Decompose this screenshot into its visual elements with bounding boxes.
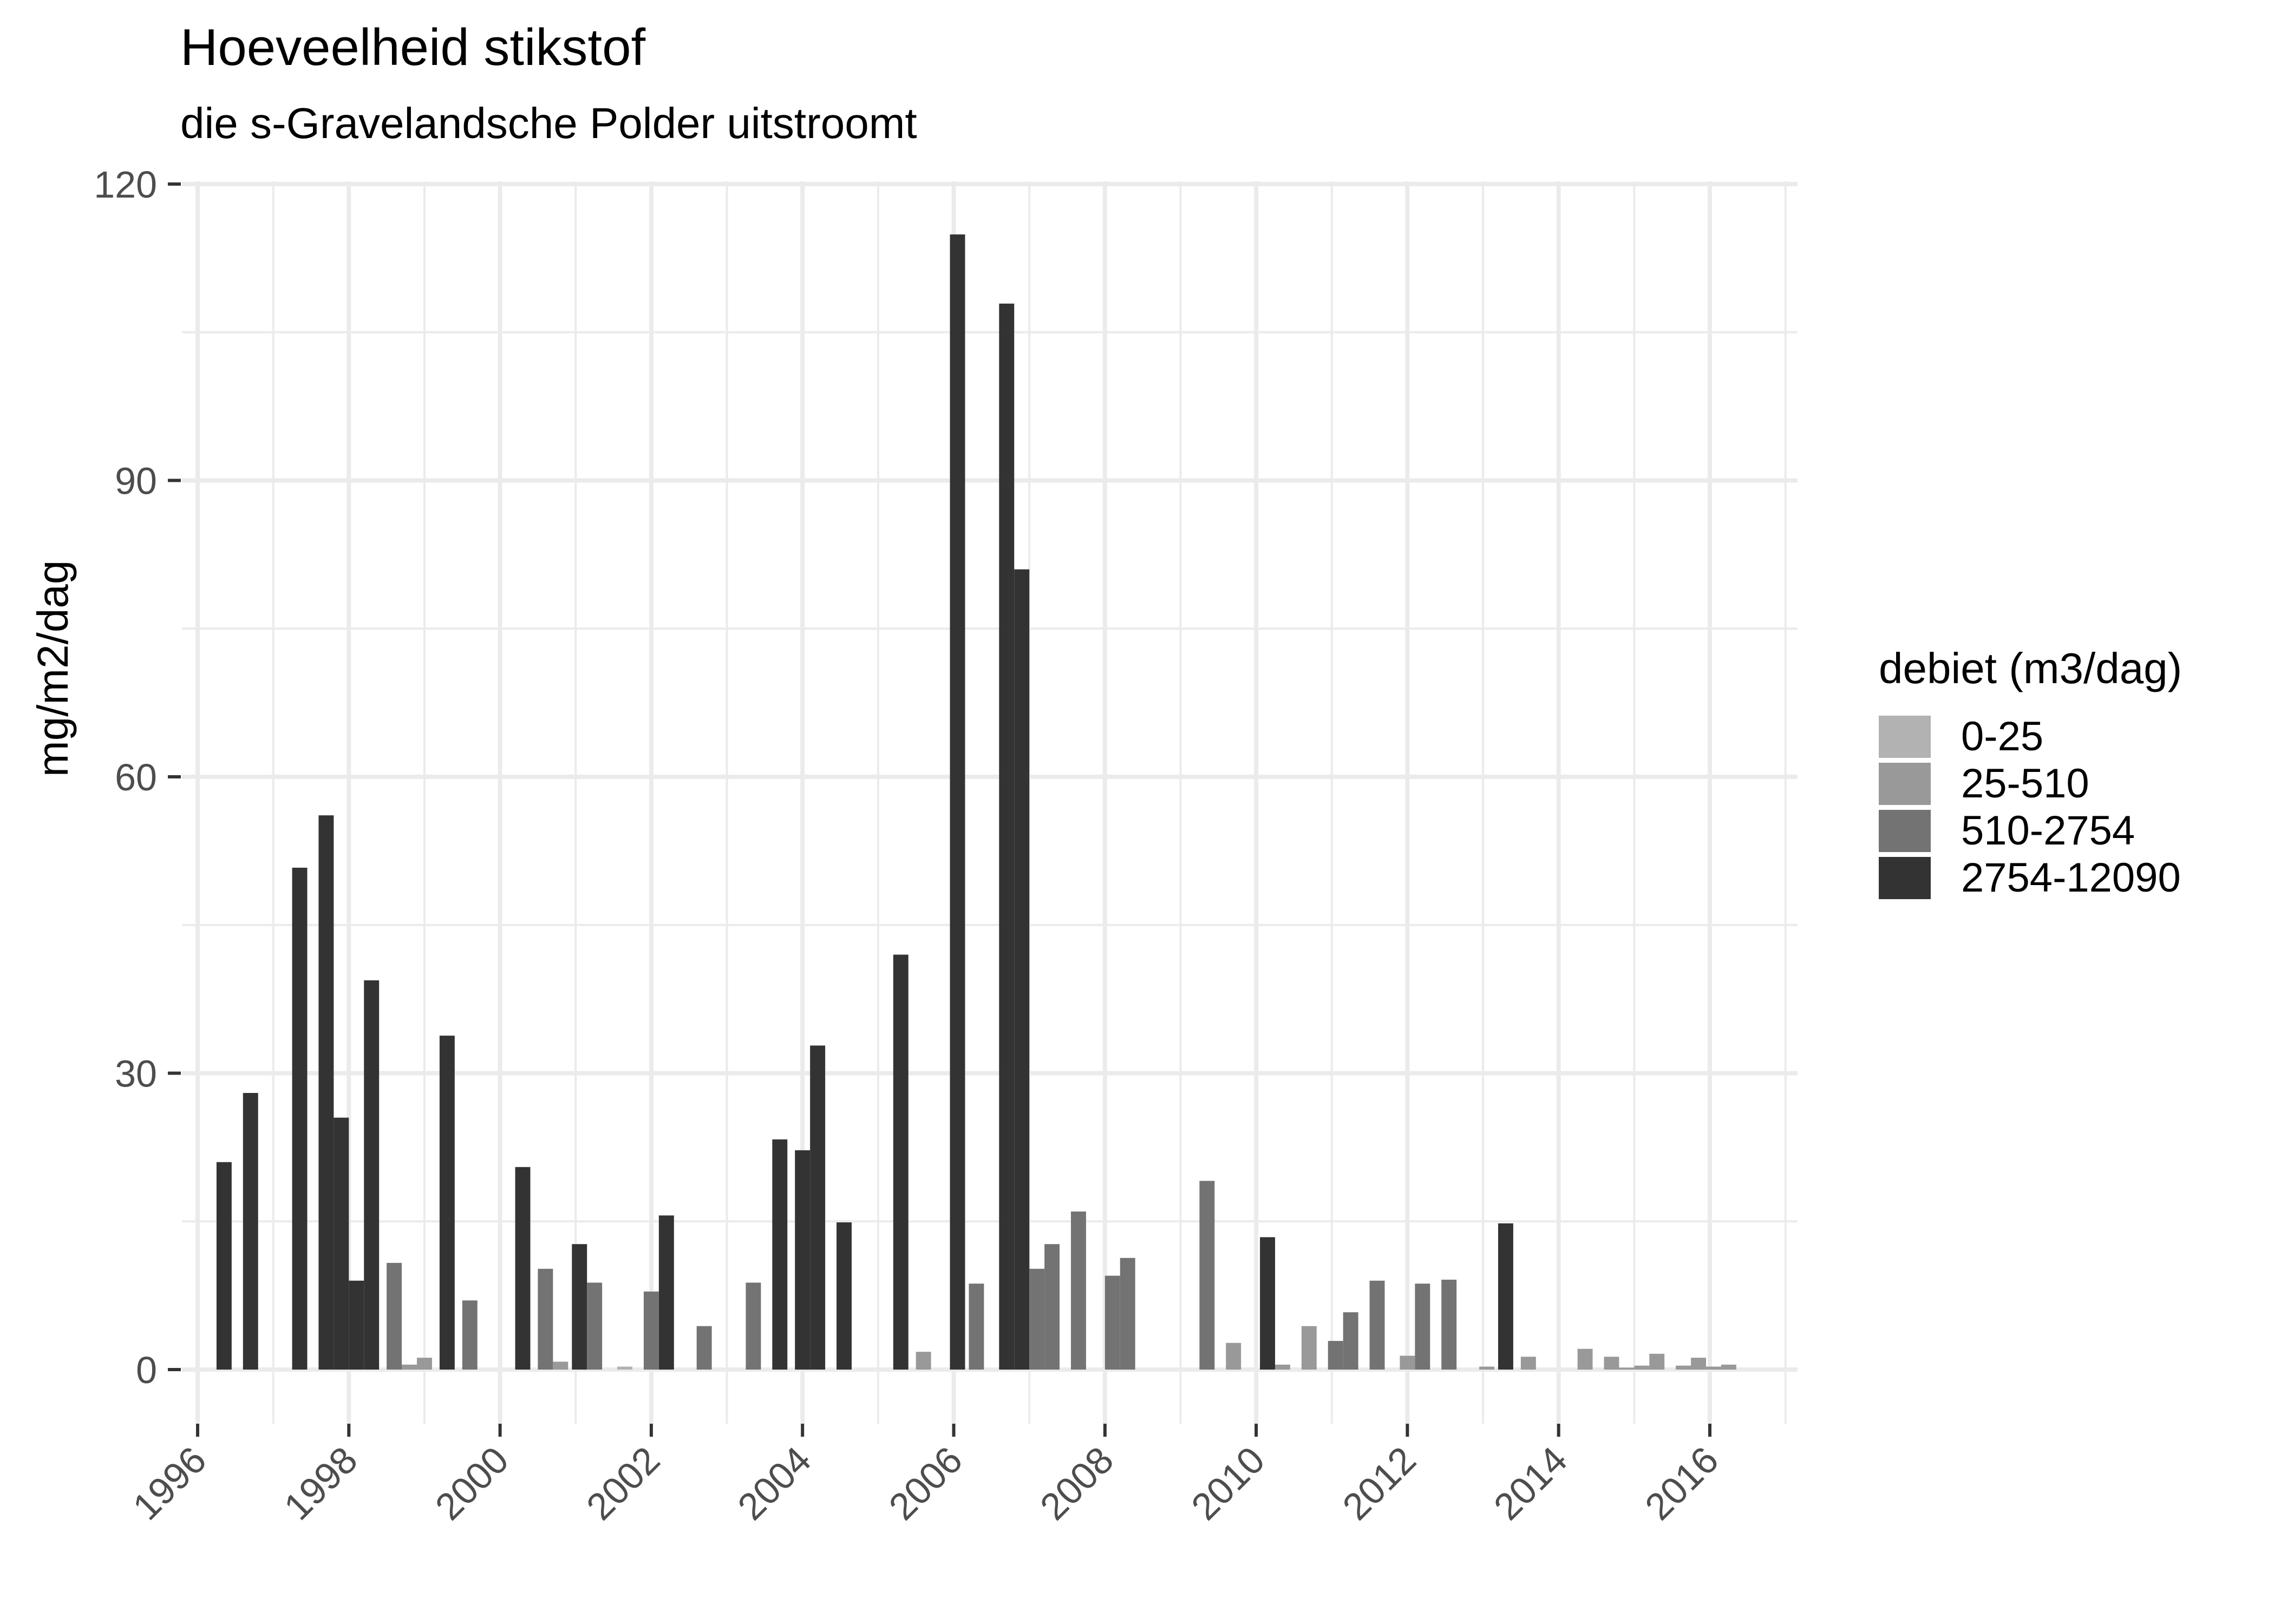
bar <box>1577 1348 1593 1370</box>
x-tick-label: 2008 <box>1032 1438 1121 1528</box>
x-tick-label: 2004 <box>730 1438 819 1528</box>
bar <box>1199 1181 1215 1370</box>
legend-item-0-25: 0-25 <box>1879 713 2182 760</box>
bar <box>643 1291 659 1370</box>
bar <box>572 1244 587 1370</box>
bar <box>402 1364 417 1370</box>
bar <box>1634 1365 1650 1370</box>
x-tick-label: 1996 <box>125 1438 214 1528</box>
bar <box>1226 1343 1241 1370</box>
bar <box>515 1167 531 1370</box>
bar <box>292 867 308 1370</box>
y-tick-label: 90 <box>115 460 157 502</box>
bar <box>837 1222 852 1370</box>
bar <box>893 954 909 1370</box>
bar <box>772 1139 788 1370</box>
bar <box>916 1352 931 1370</box>
bar <box>1400 1355 1415 1370</box>
gridlines <box>182 181 1798 1424</box>
x-tick-label: 2002 <box>578 1438 668 1528</box>
x-tick-label: 1998 <box>276 1438 365 1528</box>
bar <box>1415 1284 1430 1370</box>
bar <box>1014 569 1030 1370</box>
x-tick-label: 2000 <box>427 1438 517 1528</box>
x-tick-label: 2014 <box>1486 1438 1575 1528</box>
bar <box>617 1366 632 1370</box>
legend-label: 2754-12090 <box>1961 854 2181 901</box>
bar <box>1260 1237 1276 1370</box>
bar <box>746 1282 761 1370</box>
bar <box>334 1117 349 1370</box>
y-tick-label: 120 <box>94 163 157 206</box>
bar <box>1479 1366 1494 1370</box>
chart-title: Hoeveelheid stikstof <box>180 18 646 76</box>
bar <box>538 1268 553 1370</box>
bar <box>587 1282 603 1370</box>
bar <box>795 1150 811 1370</box>
legend-item-510-2754: 510-2754 <box>1879 807 2182 854</box>
bar <box>387 1262 402 1370</box>
bar <box>243 1093 258 1370</box>
bar <box>1691 1358 1707 1370</box>
bar <box>416 1358 432 1370</box>
bar <box>1070 1212 1086 1370</box>
bar <box>1706 1366 1721 1370</box>
legend-swatch <box>1879 809 1931 852</box>
bar <box>1520 1357 1536 1370</box>
bar <box>999 303 1015 1370</box>
legend-label: 510-2754 <box>1961 807 2135 854</box>
x-tick-label: 2010 <box>1183 1438 1272 1528</box>
bar <box>1328 1341 1343 1370</box>
bar <box>1275 1364 1290 1370</box>
bar <box>1029 1268 1045 1370</box>
legend-item-25-510: 25-510 <box>1879 760 2182 807</box>
y-tick-label: 30 <box>115 1053 157 1095</box>
bar <box>1044 1244 1060 1370</box>
bar <box>1301 1326 1317 1370</box>
bar <box>1343 1312 1358 1370</box>
bar <box>462 1300 478 1370</box>
bar <box>810 1045 826 1370</box>
bar <box>658 1215 674 1370</box>
bar <box>1441 1279 1457 1370</box>
bar <box>1604 1357 1619 1370</box>
y-tick-label: 60 <box>115 756 157 798</box>
bar <box>1369 1280 1385 1370</box>
legend-label: 25-510 <box>1961 760 2089 807</box>
bar <box>1619 1367 1635 1370</box>
legend-swatch <box>1879 715 1931 758</box>
legend-label: 0-25 <box>1961 713 2044 759</box>
bars <box>216 234 1736 1370</box>
bar <box>1649 1353 1665 1370</box>
legend-item-2754-12090: 2754-12090 <box>1879 854 2182 901</box>
legend-swatch <box>1879 856 1931 899</box>
bar <box>349 1280 364 1370</box>
bar <box>950 234 965 1370</box>
y-tick-label: 0 <box>136 1349 157 1391</box>
x-tick-label: 2016 <box>1637 1438 1726 1528</box>
bar <box>1105 1275 1120 1370</box>
bar <box>364 980 380 1370</box>
bar <box>1676 1365 1691 1370</box>
bar <box>439 1036 455 1370</box>
bar <box>1120 1258 1135 1370</box>
bar <box>216 1162 232 1370</box>
legend: debiet (m3/dag) 0-25 25-510 510-2754 275… <box>1879 647 2182 901</box>
legend-title: debiet (m3/dag) <box>1879 644 2182 692</box>
x-tick-label: 2006 <box>881 1438 970 1528</box>
chart-subtitle: die s-Gravelandsche Polder uitstroomt <box>180 99 917 147</box>
bar <box>696 1326 712 1370</box>
bar <box>553 1361 568 1370</box>
legend-swatch <box>1879 762 1931 805</box>
bar <box>318 815 334 1370</box>
bar <box>969 1284 984 1370</box>
bar <box>1721 1364 1736 1370</box>
x-tick-label: 2012 <box>1335 1438 1424 1528</box>
bar <box>1498 1223 1513 1370</box>
